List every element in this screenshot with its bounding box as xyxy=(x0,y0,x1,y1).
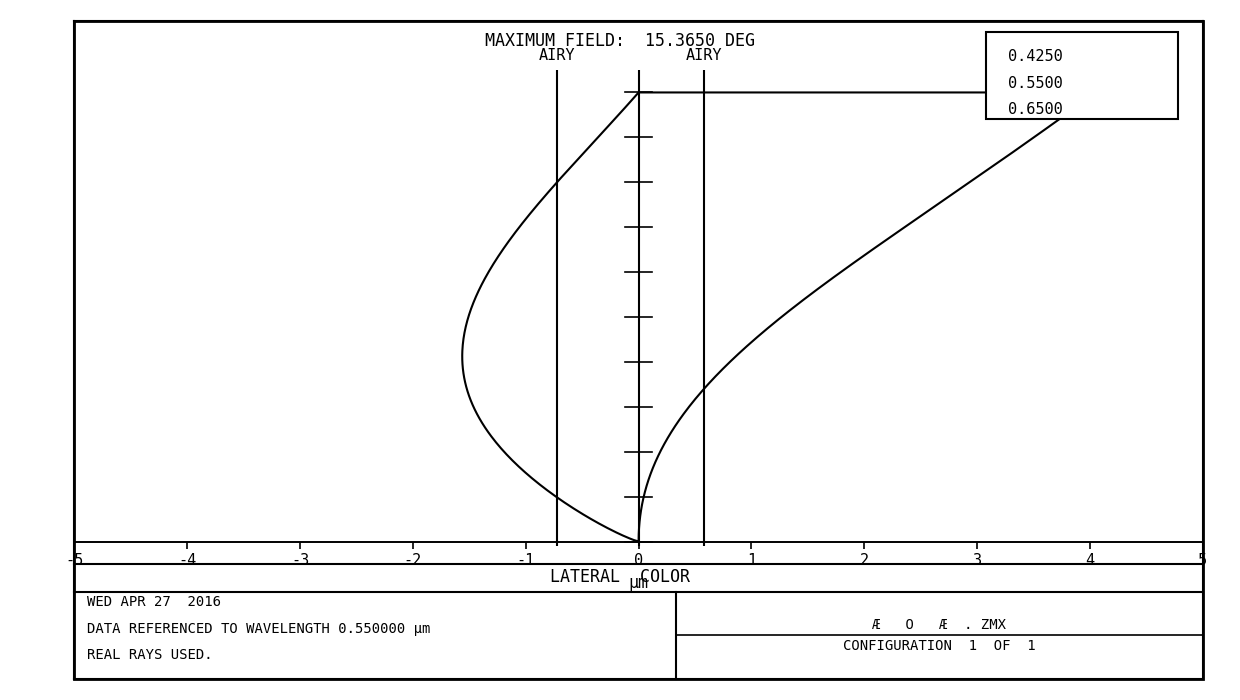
Text: 0.4250: 0.4250 xyxy=(1008,49,1063,64)
X-axis label: μm: μm xyxy=(629,574,649,592)
Text: AIRY: AIRY xyxy=(539,48,575,63)
Text: CONFIGURATION  1  OF  1: CONFIGURATION 1 OF 1 xyxy=(843,638,1035,652)
Text: 0.5500: 0.5500 xyxy=(1008,76,1063,90)
Text: AIRY: AIRY xyxy=(686,48,722,63)
Text: 0.6500: 0.6500 xyxy=(1008,102,1063,117)
Text: WED APR 27  2016: WED APR 27 2016 xyxy=(87,595,221,609)
Text: DATA REFERENCED TO WAVELENGTH 0.550000 μm: DATA REFERENCED TO WAVELENGTH 0.550000 μ… xyxy=(87,622,430,636)
Text: MAXIMUM FIELD:  15.3650 DEG: MAXIMUM FIELD: 15.3650 DEG xyxy=(485,32,755,50)
Text: REAL RAYS USED.: REAL RAYS USED. xyxy=(87,648,212,662)
Text: Æ   O   Æ  . ZMX: Æ O Æ . ZMX xyxy=(872,618,1007,631)
Text: LATERAL  COLOR: LATERAL COLOR xyxy=(551,568,689,587)
